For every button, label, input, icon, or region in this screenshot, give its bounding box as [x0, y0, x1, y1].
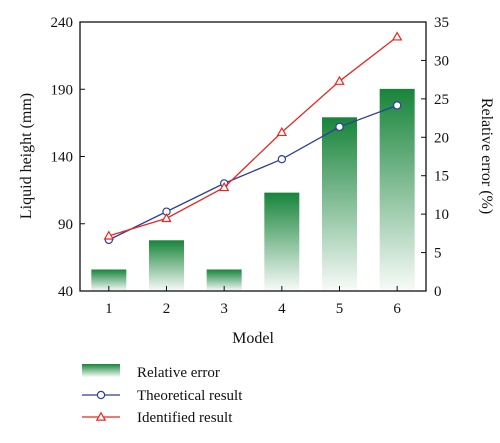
- point-identified-result-2: [161, 212, 172, 223]
- y-axis-right-label: Relative error (%): [478, 98, 495, 214]
- y-left-tick-label-140: 140: [51, 150, 74, 166]
- legend-swatch-relative-error: [82, 364, 120, 377]
- y-right-tick-label-15: 15: [434, 169, 449, 185]
- bar-relative-error-2: [149, 240, 184, 291]
- lines-group: [103, 31, 403, 245]
- bar-relative-error-6: [379, 88, 415, 291]
- y-right-tick-label-10: 10: [434, 207, 449, 223]
- legend-label-identified-result: Identified result: [137, 410, 233, 426]
- bar-relative-error-4: [264, 192, 300, 291]
- y-left-tick-label-190: 190: [51, 82, 74, 98]
- line-theoretical-result: [108, 104, 398, 241]
- x-tick-label-2: 2: [163, 301, 171, 317]
- y-right-tick-label-5: 5: [434, 246, 442, 262]
- bar-relative-error-5: [322, 117, 357, 291]
- y-right-tick-label-30: 30: [434, 53, 449, 69]
- line-identified-result: [108, 36, 398, 237]
- ticks-group: 1 2 3 4 5 6 40 90 140 190 240 0 5 10 15 20 25 30 35: [51, 15, 450, 317]
- point-identified-result-1: [103, 230, 115, 240]
- x-axis-label: Model: [232, 330, 274, 347]
- y-left-tick-label-90: 90: [58, 217, 73, 233]
- x-tick-label-6: 6: [393, 301, 401, 317]
- point-theoretical-result-4: [277, 154, 287, 164]
- x-tick-label-5: 5: [336, 301, 344, 317]
- axes-group: [79, 21, 427, 292]
- point-identified-result-4: [276, 126, 288, 137]
- bar-relative-error-1: [91, 269, 127, 291]
- x-tick-label-1: 1: [105, 301, 113, 317]
- legend-marker-theoretical-result: [96, 390, 106, 400]
- point-theoretical-result-5: [335, 122, 344, 132]
- legend-label-relative-error: Relative error: [137, 365, 220, 381]
- y-left-tick-label-40: 40: [58, 284, 73, 300]
- point-theoretical-result-6: [392, 101, 402, 110]
- y-axis-left-label: Liquid height (mm): [18, 93, 35, 219]
- point-identified-result-5: [334, 75, 345, 85]
- bars-group: [91, 88, 415, 291]
- legend: Relative error Theoretical result Identifi…: [82, 364, 243, 426]
- y-right-tick-label-0: 0: [434, 284, 442, 300]
- legend-marker-identified-result: [95, 411, 107, 421]
- point-identified-result-3: [218, 182, 230, 192]
- y-left-tick-label-240: 240: [51, 15, 74, 31]
- x-tick-label-3: 3: [220, 301, 228, 317]
- y-right-tick-label-20: 20: [434, 130, 449, 146]
- x-tick-label-4: 4: [278, 301, 286, 317]
- legend-label-theoretical-result: Theoretical result: [137, 388, 243, 404]
- y-right-tick-label-25: 25: [434, 92, 449, 108]
- bar-relative-error-3: [206, 269, 242, 291]
- y-right-tick-label-35: 35: [434, 15, 449, 31]
- point-identified-result-6: [391, 31, 403, 41]
- plot-frame: [79, 21, 427, 292]
